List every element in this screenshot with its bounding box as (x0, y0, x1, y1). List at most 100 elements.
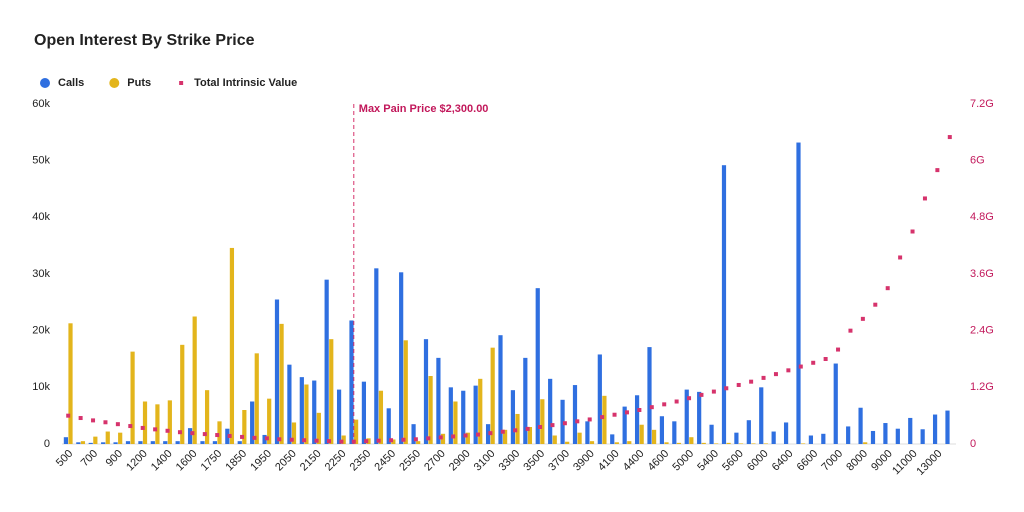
bar (701, 442, 706, 444)
dot (389, 438, 394, 443)
y-tick-label: 40k (32, 211, 50, 223)
bar (217, 421, 222, 444)
bar (540, 399, 545, 444)
bar (614, 442, 619, 444)
x-tick-label: 4400 (621, 448, 647, 474)
bar (676, 442, 682, 444)
bar (155, 404, 160, 444)
bar (672, 421, 677, 444)
y-tick-label: 60k (32, 98, 50, 110)
dot (736, 382, 741, 387)
bar (721, 165, 727, 444)
dot (898, 255, 903, 260)
x-tick-label: 3900 (571, 448, 597, 474)
legend-label: Calls (58, 77, 84, 89)
bar (225, 428, 230, 444)
bar (572, 385, 578, 444)
dot (575, 419, 580, 424)
x-tick-label: 4600 (646, 448, 672, 474)
bar (312, 380, 317, 444)
bar (920, 429, 925, 444)
bar (142, 401, 148, 444)
bar (150, 441, 155, 444)
annotation-label: Max Pain Price $2,300.00 (359, 103, 489, 115)
bar (192, 316, 197, 444)
x-tick-label: 2250 (323, 448, 349, 474)
dot (525, 426, 530, 431)
dot (761, 375, 766, 380)
dot (600, 415, 605, 420)
y2-tick-label: 6G (970, 155, 985, 167)
bar (291, 422, 297, 444)
dot (711, 389, 716, 394)
dot (624, 410, 629, 415)
dot (438, 435, 443, 440)
y2-tick-label: 4.8G (970, 211, 994, 223)
bar (585, 421, 590, 444)
x-tick-label: 1600 (174, 448, 200, 474)
bar (485, 424, 491, 444)
bar (490, 347, 495, 444)
dot (513, 428, 518, 433)
dot (935, 168, 940, 173)
bar (883, 423, 888, 444)
bar (416, 441, 421, 444)
bar (378, 390, 384, 444)
x-tick-label: 5400 (695, 448, 721, 474)
x-tick-label: 2700 (422, 448, 448, 474)
dot (587, 417, 592, 422)
x-tick-label: 5600 (720, 448, 746, 474)
bar (274, 299, 280, 444)
bar (535, 288, 540, 444)
bar (403, 340, 408, 444)
x-tick-label: 3100 (472, 448, 498, 474)
bar (523, 357, 528, 444)
dot (885, 286, 890, 291)
bar (714, 443, 719, 444)
bar (895, 428, 900, 444)
dot (103, 420, 108, 425)
bar (101, 442, 106, 444)
bar (751, 443, 756, 444)
x-tick-label: 500 (54, 448, 75, 469)
dot (500, 429, 505, 434)
bar (93, 436, 98, 444)
bar (510, 390, 516, 444)
x-tick-label: 1750 (199, 448, 225, 474)
bar (212, 441, 218, 444)
x-tick-label: 6000 (745, 448, 771, 474)
bar (527, 427, 533, 444)
bar (436, 357, 441, 444)
dot (848, 328, 853, 333)
x-tick-label: 6600 (795, 448, 821, 474)
bar (440, 433, 446, 444)
bar (622, 406, 627, 444)
y-tick-label: 30k (32, 268, 50, 280)
dot (277, 437, 282, 442)
x-tick-label: 5000 (670, 448, 696, 474)
x-tick-label: 2350 (348, 448, 374, 474)
bar (180, 344, 185, 444)
x-tick-label: 3300 (497, 448, 523, 474)
bar (80, 441, 86, 444)
bar (800, 443, 806, 444)
bar (746, 420, 751, 444)
bar (167, 400, 172, 444)
bar (689, 437, 694, 444)
bar (858, 407, 863, 444)
bar (63, 437, 69, 444)
bar (863, 442, 868, 444)
dot (724, 386, 729, 391)
dot (811, 360, 816, 365)
bar (386, 408, 391, 444)
bar (709, 424, 714, 444)
bar (163, 441, 168, 444)
dot (662, 402, 667, 407)
bar (423, 339, 429, 444)
dot (165, 428, 170, 433)
x-tick-label: 2900 (447, 448, 473, 474)
bar (448, 387, 453, 444)
bar (68, 323, 73, 444)
bar (734, 432, 739, 444)
